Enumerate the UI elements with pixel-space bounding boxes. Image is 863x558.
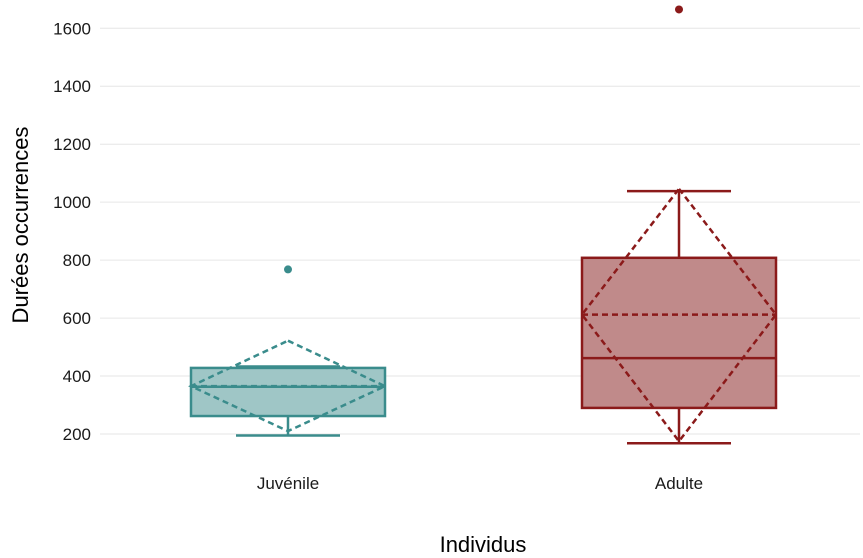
iqr-box <box>189 366 387 418</box>
y-axis-title: Durées occurrences <box>8 127 33 324</box>
y-axis-ticks: 200 400 600 800 1000 1200 1400 1600 <box>53 19 91 444</box>
mean-sd-diamond <box>188 339 388 433</box>
y-tick-label: 200 <box>63 425 91 444</box>
y-tick-label: 800 <box>63 251 91 270</box>
y-tick-label: 400 <box>63 367 91 386</box>
y-tick-label: 600 <box>63 309 91 328</box>
x-axis-categories: Juvénile Adulte <box>257 474 703 493</box>
x-axis-title: Individus <box>440 532 527 557</box>
y-tick-label: 1200 <box>53 135 91 154</box>
outlier-point <box>675 5 683 14</box>
y-tick-label: 1400 <box>53 77 91 96</box>
box-group <box>580 5 778 445</box>
y-tick-label: 1600 <box>53 19 91 38</box>
outlier-point <box>284 265 292 274</box>
box-group <box>188 265 388 437</box>
y-tick-label: 1000 <box>53 193 91 212</box>
iqr-box <box>580 256 778 410</box>
x-tick-label: Juvénile <box>257 474 319 493</box>
x-tick-label: Adulte <box>655 474 703 493</box>
mean-sd-diamond <box>580 186 778 444</box>
boxes <box>188 5 778 445</box>
